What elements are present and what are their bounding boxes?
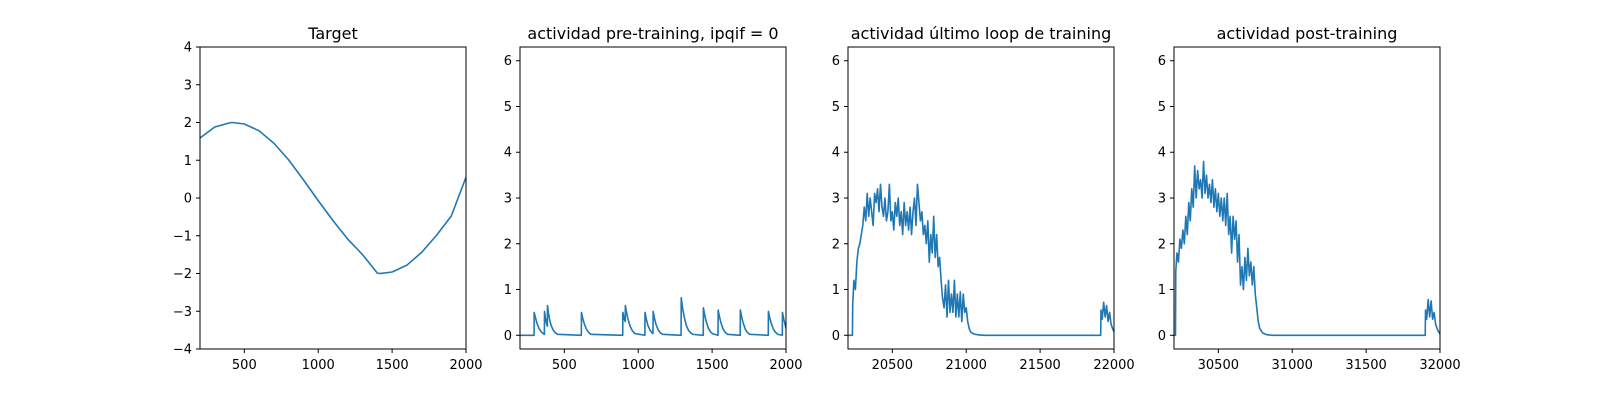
y-tick-label: 4	[184, 41, 192, 56]
subplot-title: Target	[307, 24, 358, 43]
x-tick-label: 2000	[449, 358, 482, 373]
x-tick-label: 31000	[1272, 358, 1313, 373]
y-tick-label: 0	[832, 329, 840, 344]
x-tick-label: 21000	[946, 358, 987, 373]
axes-frame	[519, 46, 787, 350]
y-tick-label: 6	[504, 54, 512, 69]
x-tick-label: 31500	[1345, 358, 1386, 373]
y-tick-label: −1	[173, 229, 192, 244]
y-tick-label: 2	[832, 237, 840, 252]
y-tick-label: 3	[184, 78, 192, 93]
series-line	[520, 296, 786, 337]
y-tick-label: 1	[184, 154, 192, 169]
subplot-title: actividad pre-training, ipqif = 0	[527, 24, 778, 43]
y-tick-label: 1	[832, 283, 840, 298]
subplot-title: actividad post-training	[1217, 24, 1398, 43]
y-tick-label: 4	[1158, 146, 1166, 161]
x-tick-label: 1500	[696, 358, 729, 373]
x-tick-label: 500	[552, 358, 577, 373]
y-tick-label: 4	[832, 146, 840, 161]
y-tick-label: 3	[832, 192, 840, 207]
subplot-2: actividad pre-training, ipqif = 0 500 1000…	[504, 24, 803, 373]
y-tick-label: 1	[1158, 283, 1166, 298]
x-tick-label: 32000	[1419, 358, 1460, 373]
y-tick-label: −3	[173, 305, 192, 320]
y-tick-label: 2	[1158, 237, 1166, 252]
y-tick-label: −2	[173, 267, 192, 282]
y-tick-label: 6	[1158, 54, 1166, 69]
y-tick-label: 4	[504, 146, 512, 161]
y-tick-label: 3	[504, 192, 512, 207]
x-tick-label: 22000	[1093, 358, 1134, 373]
series-line	[200, 121, 466, 275]
x-tick-label: 1500	[376, 358, 409, 373]
y-tick-label: 0	[1158, 329, 1166, 344]
y-tick-label: 3	[1158, 192, 1166, 207]
y-tick-label: 5	[504, 100, 512, 115]
x-tick-label: 20500	[872, 358, 913, 373]
y-tick-label: 5	[1158, 100, 1166, 115]
x-tick-label: 500	[232, 358, 257, 373]
y-tick-label: −4	[173, 343, 192, 358]
y-tick-label: 2	[504, 237, 512, 252]
x-tick-label: 2000	[769, 358, 802, 373]
series-line	[848, 183, 1114, 337]
subplot-1: Target 500 1000 1500 2000 −4 −3 −2 −1 0 1 2 3 4	[173, 24, 483, 373]
y-tick-label: 6	[832, 54, 840, 69]
y-tick-label: 5	[832, 100, 840, 115]
y-tick-label: 0	[184, 192, 192, 207]
axes-frame	[199, 46, 467, 350]
x-tick-label: 1000	[622, 358, 655, 373]
series-line	[1174, 160, 1440, 337]
subplot-title: actividad último loop de training	[851, 24, 1112, 43]
x-tick-label: 1000	[302, 358, 335, 373]
y-tick-label: 0	[504, 329, 512, 344]
x-tick-label: 21500	[1019, 358, 1060, 373]
x-tick-label: 30500	[1198, 358, 1239, 373]
y-tick-label: 1	[504, 283, 512, 298]
y-tick-label: 2	[184, 116, 192, 131]
